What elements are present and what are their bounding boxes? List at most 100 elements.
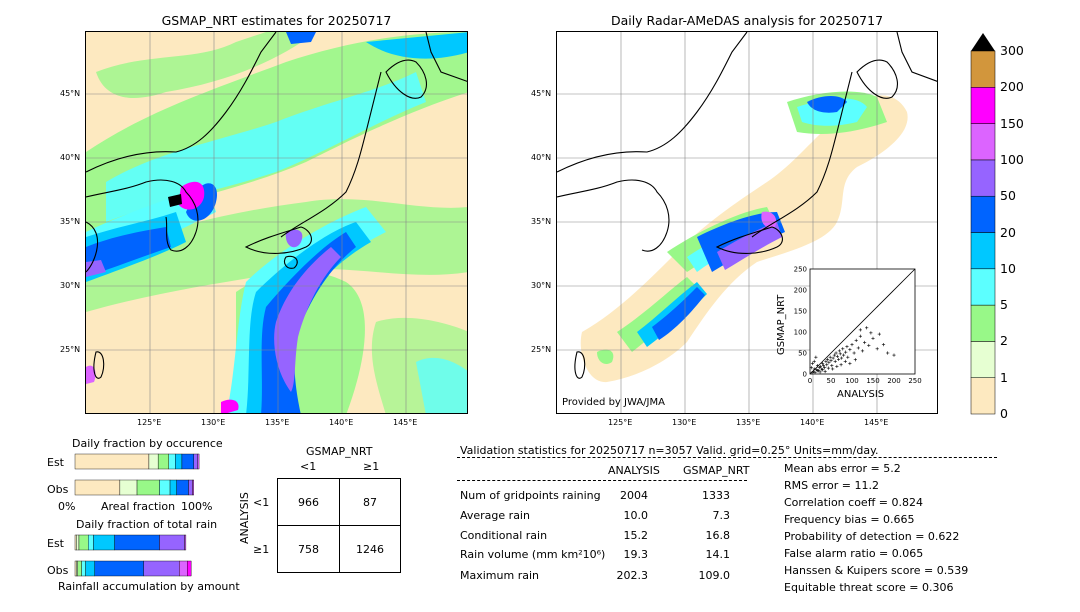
validation-col-analysis: ANALYSIS — [608, 464, 660, 477]
scatter-point — [836, 357, 841, 361]
contingency-row-axis: ANALYSIS — [238, 492, 251, 544]
scatter-x-tick: 250 — [908, 377, 921, 385]
occurrence-x-mid: Areal fraction — [101, 500, 176, 513]
scatter-y-tick: 150 — [794, 308, 807, 316]
left-lat-label: 40°N — [60, 153, 81, 162]
scatter-x-tick: 150 — [866, 377, 879, 385]
left-lat-label: 45°N — [60, 89, 81, 98]
validation-row-gsmap: 7.3 — [712, 509, 731, 522]
data-credit: Provided by JWA/JMA — [562, 397, 665, 408]
left-map-canvas — [86, 32, 467, 413]
fraction-segment — [93, 534, 115, 551]
fraction-segment — [114, 534, 160, 551]
scatter-point — [835, 354, 839, 358]
validation-subdivider — [457, 480, 747, 481]
colorbar-level-label: 200 — [1000, 79, 1024, 95]
scatter-ylabel: GSMAP_NRT — [776, 294, 787, 355]
scatter-plot: 00 50 50 100 100 150 150 200 200 250 250 — [794, 266, 922, 386]
colorbar-level-label: 100 — [1000, 151, 1024, 167]
occurrence-x-left: 0% — [58, 500, 76, 513]
scatter-point — [832, 353, 836, 357]
score-line: False alarm ratio = 0.065 — [784, 547, 924, 560]
colorbar-swatch — [970, 195, 996, 233]
fraction-segment — [157, 453, 169, 470]
scatter-point — [821, 361, 825, 366]
scatter-point — [814, 355, 818, 359]
colorbar-level-label: 0 — [1000, 406, 1008, 421]
validation-row-label: Average rain — [460, 509, 530, 522]
fraction-segment — [188, 479, 193, 496]
scatter-point — [886, 351, 890, 355]
colorbar-scale — [970, 33, 996, 415]
fraction-segment — [76, 534, 80, 551]
fraction-segment — [74, 453, 150, 470]
colorbar-level-label: 150 — [1000, 115, 1024, 131]
scatter-point — [827, 360, 831, 364]
contingency-col-ge: ≥1 — [363, 460, 380, 473]
scatter-y-tick: 250 — [794, 266, 807, 274]
scatter-point — [818, 370, 822, 374]
scatter-point — [843, 359, 847, 363]
score-line: Probability of detection = 0.622 — [784, 530, 960, 543]
scatter-point — [829, 358, 833, 363]
scatter-x-tick: 50 — [827, 377, 836, 385]
scatter-point — [811, 369, 815, 374]
colorbar-swatch — [970, 304, 996, 342]
validation-col-gsmap: GSMAP_NRT — [683, 464, 750, 477]
scatter-point — [844, 350, 848, 354]
fraction-segment — [94, 560, 144, 577]
fraction-segment — [77, 560, 82, 577]
scatter-point — [867, 343, 871, 348]
scatter-point — [831, 356, 835, 360]
validation-row-label: Rain volume (mm km²10⁶) — [460, 548, 606, 561]
score-line: RMS error = 11.2 — [784, 479, 879, 492]
occurrence-x-right: 100% — [181, 500, 213, 513]
fraction-segment — [159, 534, 185, 551]
left-map — [85, 31, 468, 414]
left-lat-label: 35°N — [60, 217, 81, 226]
fraction-segment — [78, 534, 89, 551]
contingency-cell: 87 — [363, 496, 377, 509]
scatter-point — [815, 364, 820, 368]
contingency-cell: 1246 — [356, 543, 384, 556]
colorbar-level-label: 5 — [1000, 297, 1008, 313]
scatter-point — [856, 346, 860, 350]
scatter-point — [845, 345, 849, 349]
scatter-diagonal — [809, 268, 916, 375]
scatter-point — [860, 349, 865, 353]
validation-row-gsmap: 109.0 — [698, 569, 731, 582]
validation-divider — [457, 457, 997, 458]
occurrence-obs-label: Obs — [47, 483, 69, 496]
scatter-x-tick: 200 — [887, 377, 900, 385]
scatter-point — [839, 363, 843, 367]
colorbar-swatch — [970, 87, 996, 124]
fraction-segment — [119, 479, 138, 496]
right-lat-label: 25°N — [531, 345, 552, 354]
fraction-segment — [179, 560, 188, 577]
right-lon-label: 145°E — [864, 418, 889, 427]
validation-header: Validation statistics for 20250717 n=305… — [460, 444, 879, 457]
scatter-point — [833, 359, 837, 363]
colorbar-level-label: 1 — [1000, 369, 1008, 385]
colorbar-level-label: 2 — [1000, 333, 1008, 349]
scatter-point — [871, 336, 875, 340]
scatter-point — [854, 338, 858, 342]
scatter-inset: 0 0 50 50 100 100 150 150 200 200 250 250 — [772, 264, 922, 404]
validation-row-label: Num of gridpoints raining — [460, 489, 601, 502]
scatter-point — [858, 328, 862, 332]
validation-row-label: Maximum rain — [460, 569, 539, 582]
fraction-segment — [181, 453, 194, 470]
scatter-point — [877, 332, 881, 336]
scatter-y-tick: 200 — [794, 287, 807, 295]
occurrence-bars — [74, 453, 200, 496]
fraction-segment — [148, 453, 159, 470]
colorbar-swatch — [970, 123, 996, 161]
scatter-point — [826, 366, 831, 370]
colorbar-swatch — [970, 341, 996, 378]
scatter-x-tick: 0 — [808, 377, 812, 385]
right-lat-label: 40°N — [531, 153, 552, 162]
scatter-xlabel: ANALYSIS — [837, 389, 885, 400]
colorbar-level-label: 10 — [1000, 260, 1016, 276]
scatter-point — [865, 326, 869, 330]
scatter-point — [842, 353, 846, 357]
